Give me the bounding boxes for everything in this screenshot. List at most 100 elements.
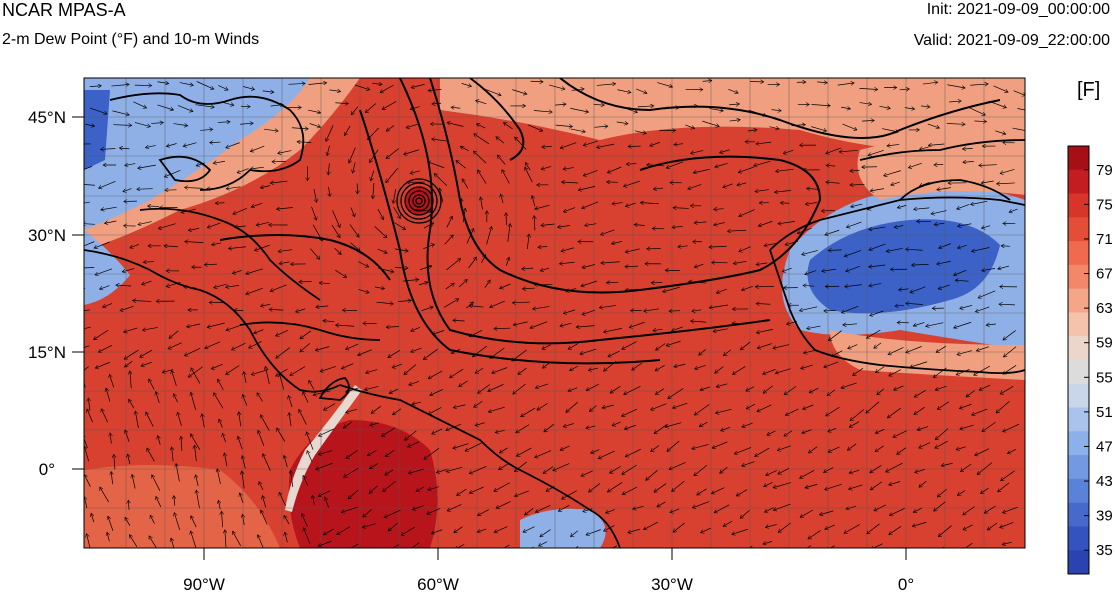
field-light-med	[857, 136, 1025, 200]
wind-arrow	[214, 283, 227, 288]
wind-arrow	[232, 270, 242, 273]
wind-arrow	[803, 404, 814, 409]
wind-arrow	[377, 208, 384, 220]
wind-arrow	[207, 222, 221, 228]
wind-arrow	[461, 83, 472, 86]
valid-time: Valid: 2021-09-09_22:00:00	[913, 32, 1110, 49]
wind-arrow	[647, 165, 665, 166]
wind-arrow	[608, 350, 620, 357]
wind-arrow	[535, 383, 549, 388]
wind-arrow	[518, 367, 527, 374]
wind-arrow	[240, 493, 244, 504]
wind-arrow	[234, 310, 244, 311]
wind-arrow	[668, 388, 684, 398]
wind-arrow	[195, 475, 199, 487]
wind-arrow	[846, 221, 862, 227]
colorbar-swatch	[1068, 264, 1089, 290]
colorbar-label: 59	[1096, 335, 1113, 352]
wind-arrow	[258, 430, 265, 446]
wind-arrow	[494, 328, 511, 329]
wind-arrow	[256, 393, 263, 402]
wind-arrow	[808, 530, 821, 539]
wind-vectors	[84, 81, 1025, 548]
wind-arrow	[499, 447, 508, 454]
colorbar-swatch	[1068, 383, 1089, 409]
wind-arrow	[728, 88, 738, 93]
wind-arrow	[889, 369, 901, 376]
wind-arrow	[782, 267, 792, 272]
wind-arrow	[535, 450, 552, 458]
wind-arrow	[998, 482, 1010, 492]
wind-arrow	[1003, 330, 1016, 340]
wind-arrow	[446, 466, 463, 472]
wind-arrow	[622, 486, 638, 494]
wind-arrow	[570, 128, 586, 132]
wind-arrow	[402, 279, 419, 281]
wind-arrow	[232, 531, 241, 547]
wind-arrow	[825, 483, 842, 489]
wind-arrow	[636, 88, 647, 93]
wind-arrow	[446, 259, 460, 271]
wind-arrow	[917, 426, 929, 430]
wind-arrow	[423, 348, 438, 360]
wind-arrow	[404, 364, 417, 374]
wind-arrow	[181, 436, 182, 451]
wind-arrow	[826, 182, 840, 183]
wind-arrow	[828, 427, 837, 432]
wind-arrow	[581, 470, 593, 476]
wind-arrow	[566, 288, 577, 291]
colorbar	[1067, 145, 1090, 575]
wind-arrow	[191, 516, 197, 528]
wind-arrow	[393, 206, 401, 218]
wind-arrow	[280, 374, 284, 390]
wind-arrow	[825, 229, 840, 235]
wind-arrow	[374, 287, 385, 289]
wind-arrow	[624, 386, 641, 394]
wind-arrow	[957, 350, 973, 355]
wind-arrow	[370, 422, 379, 426]
wind-arrow	[653, 188, 663, 189]
wind-arrow	[353, 162, 356, 173]
wind-arrow	[525, 167, 533, 183]
wind-arrow	[495, 430, 505, 432]
wind-arrow	[546, 486, 555, 492]
wind-arrow	[522, 268, 534, 269]
wind-arrow	[521, 407, 536, 418]
wind-arrow	[112, 110, 129, 115]
wind-arrow	[695, 364, 706, 369]
lat-label-15n: 15°N	[28, 343, 66, 362]
wind-arrow	[323, 528, 334, 535]
wind-arrow	[369, 149, 379, 163]
wind-arrow	[404, 149, 420, 155]
wind-arrow	[226, 285, 240, 287]
colorbar-label: 67	[1096, 266, 1113, 283]
wind-arrow	[242, 514, 244, 526]
wind-arrow	[411, 83, 425, 87]
wind-arrow	[778, 468, 790, 474]
wind-arrow	[276, 347, 290, 359]
wind-arrow	[954, 321, 972, 328]
wind-arrow	[839, 150, 858, 152]
wind-arrow	[651, 403, 667, 410]
wind-arrow	[312, 224, 322, 241]
colorbar-swatch	[1068, 146, 1089, 171]
wind-arrow	[389, 388, 399, 394]
wind-arrow	[307, 109, 321, 113]
wind-arrow	[469, 486, 484, 493]
wind-arrow	[563, 423, 574, 427]
wind-arrow	[894, 226, 904, 228]
wind-arrow	[666, 161, 684, 168]
wind-arrow	[791, 125, 806, 126]
wind-arrow	[228, 247, 247, 249]
wind-arrow	[776, 168, 794, 171]
wind-arrow	[303, 528, 311, 545]
wind-arrow	[143, 262, 155, 263]
wind-arrow	[391, 544, 400, 548]
wind-arrow	[512, 89, 527, 95]
wind-arrow	[223, 102, 234, 106]
wind-arrow	[289, 413, 291, 427]
wind-arrow	[204, 264, 218, 265]
wind-arrow	[335, 103, 348, 104]
wind-arrow	[712, 441, 728, 448]
wind-arrow	[828, 250, 842, 251]
